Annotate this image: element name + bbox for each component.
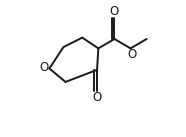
Text: O: O [92, 91, 102, 104]
Text: O: O [40, 61, 49, 74]
Text: O: O [110, 5, 119, 18]
Text: O: O [127, 48, 137, 61]
